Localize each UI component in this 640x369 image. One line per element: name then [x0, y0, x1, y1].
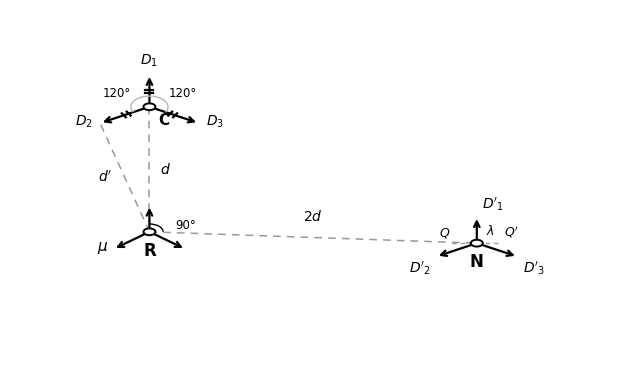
Text: R: R — [143, 242, 156, 260]
Text: $d'$: $d'$ — [98, 170, 113, 185]
Text: $D'_3$: $D'_3$ — [523, 259, 545, 276]
Circle shape — [143, 103, 156, 110]
Text: $D'_2$: $D'_2$ — [409, 259, 431, 276]
Text: $2d$: $2d$ — [303, 209, 323, 224]
Text: N: N — [470, 253, 484, 271]
Text: 90°: 90° — [175, 219, 196, 232]
Text: $D'_1$: $D'_1$ — [482, 195, 504, 213]
Text: C: C — [158, 113, 170, 128]
Text: $D_2$: $D_2$ — [75, 114, 93, 130]
Text: 120°: 120° — [103, 87, 131, 100]
Text: 120°: 120° — [169, 87, 197, 100]
Text: $\mu$: $\mu$ — [97, 240, 108, 256]
Circle shape — [471, 240, 483, 246]
Circle shape — [143, 228, 156, 235]
Text: $d$: $d$ — [161, 162, 172, 177]
Text: $D_1$: $D_1$ — [140, 53, 159, 69]
Text: $Q$: $Q$ — [438, 226, 450, 240]
Text: $Q'$: $Q'$ — [504, 225, 518, 240]
Text: $D_3$: $D_3$ — [206, 114, 225, 130]
Text: $\lambda$: $\lambda$ — [486, 224, 494, 238]
